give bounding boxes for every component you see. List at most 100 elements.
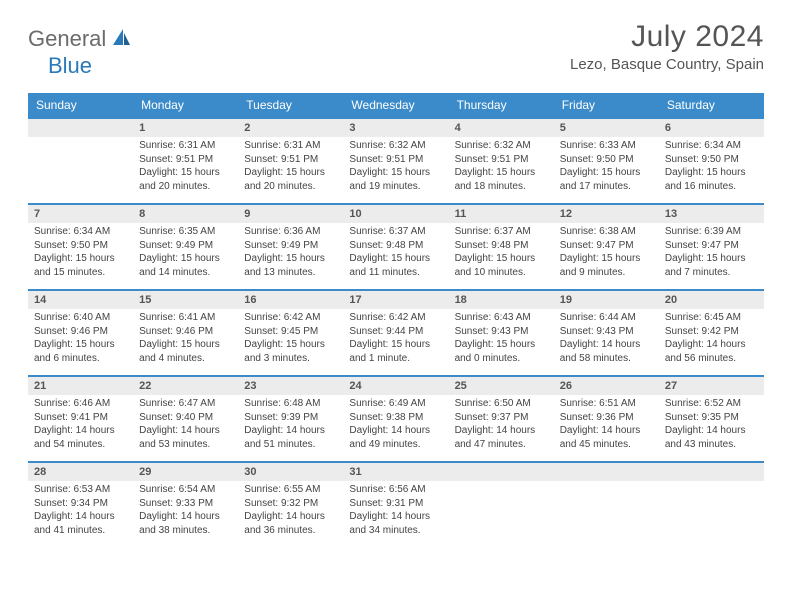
day-details: Sunrise: 6:31 AMSunset: 9:51 PMDaylight:… — [133, 137, 238, 197]
calendar-cell: 9Sunrise: 6:36 AMSunset: 9:49 PMDaylight… — [238, 204, 343, 290]
weekday-header: Tuesday — [238, 93, 343, 118]
day-details: Sunrise: 6:44 AMSunset: 9:43 PMDaylight:… — [554, 309, 659, 369]
day-number — [449, 463, 554, 481]
page-title: July 2024 — [570, 20, 764, 54]
day-details: Sunrise: 6:42 AMSunset: 9:45 PMDaylight:… — [238, 309, 343, 369]
weekday-header: Wednesday — [343, 93, 448, 118]
day-details: Sunrise: 6:32 AMSunset: 9:51 PMDaylight:… — [449, 137, 554, 197]
weekday-header-row: Sunday Monday Tuesday Wednesday Thursday… — [28, 93, 764, 118]
calendar-cell: 21Sunrise: 6:46 AMSunset: 9:41 PMDayligh… — [28, 376, 133, 462]
day-details: Sunrise: 6:47 AMSunset: 9:40 PMDaylight:… — [133, 395, 238, 455]
day-details: Sunrise: 6:42 AMSunset: 9:44 PMDaylight:… — [343, 309, 448, 369]
day-number: 20 — [659, 291, 764, 309]
day-number: 15 — [133, 291, 238, 309]
day-details: Sunrise: 6:45 AMSunset: 9:42 PMDaylight:… — [659, 309, 764, 369]
day-number — [28, 119, 133, 137]
day-number: 18 — [449, 291, 554, 309]
day-number: 2 — [238, 119, 343, 137]
day-details: Sunrise: 6:34 AMSunset: 9:50 PMDaylight:… — [28, 223, 133, 283]
day-details: Sunrise: 6:46 AMSunset: 9:41 PMDaylight:… — [28, 395, 133, 455]
day-details: Sunrise: 6:31 AMSunset: 9:51 PMDaylight:… — [238, 137, 343, 197]
calendar-cell: 8Sunrise: 6:35 AMSunset: 9:49 PMDaylight… — [133, 204, 238, 290]
day-number — [659, 463, 764, 481]
day-number: 11 — [449, 205, 554, 223]
day-details: Sunrise: 6:55 AMSunset: 9:32 PMDaylight:… — [238, 481, 343, 541]
calendar-cell: 12Sunrise: 6:38 AMSunset: 9:47 PMDayligh… — [554, 204, 659, 290]
day-number: 31 — [343, 463, 448, 481]
weekday-header: Monday — [133, 93, 238, 118]
day-number: 4 — [449, 119, 554, 137]
calendar-cell: 26Sunrise: 6:51 AMSunset: 9:36 PMDayligh… — [554, 376, 659, 462]
day-details: Sunrise: 6:52 AMSunset: 9:35 PMDaylight:… — [659, 395, 764, 455]
day-details: Sunrise: 6:43 AMSunset: 9:43 PMDaylight:… — [449, 309, 554, 369]
day-number: 25 — [449, 377, 554, 395]
calendar-cell — [659, 462, 764, 548]
calendar-cell: 22Sunrise: 6:47 AMSunset: 9:40 PMDayligh… — [133, 376, 238, 462]
day-number: 12 — [554, 205, 659, 223]
calendar-week-row: 21Sunrise: 6:46 AMSunset: 9:41 PMDayligh… — [28, 376, 764, 462]
calendar-cell: 31Sunrise: 6:56 AMSunset: 9:31 PMDayligh… — [343, 462, 448, 548]
calendar-cell: 30Sunrise: 6:55 AMSunset: 9:32 PMDayligh… — [238, 462, 343, 548]
calendar-table: Sunday Monday Tuesday Wednesday Thursday… — [28, 93, 764, 548]
day-number: 8 — [133, 205, 238, 223]
day-number: 7 — [28, 205, 133, 223]
calendar-cell: 5Sunrise: 6:33 AMSunset: 9:50 PMDaylight… — [554, 118, 659, 204]
calendar-cell: 7Sunrise: 6:34 AMSunset: 9:50 PMDaylight… — [28, 204, 133, 290]
title-block: July 2024 Lezo, Basque Country, Spain — [570, 20, 764, 73]
location-subtitle: Lezo, Basque Country, Spain — [570, 56, 764, 73]
calendar-cell: 25Sunrise: 6:50 AMSunset: 9:37 PMDayligh… — [449, 376, 554, 462]
calendar-cell: 23Sunrise: 6:48 AMSunset: 9:39 PMDayligh… — [238, 376, 343, 462]
day-details: Sunrise: 6:41 AMSunset: 9:46 PMDaylight:… — [133, 309, 238, 369]
day-number: 19 — [554, 291, 659, 309]
logo: General — [28, 26, 134, 52]
day-number — [554, 463, 659, 481]
logo-text-general: General — [28, 26, 106, 52]
calendar-cell: 16Sunrise: 6:42 AMSunset: 9:45 PMDayligh… — [238, 290, 343, 376]
calendar-cell — [28, 118, 133, 204]
day-number: 13 — [659, 205, 764, 223]
day-number: 10 — [343, 205, 448, 223]
calendar-cell: 11Sunrise: 6:37 AMSunset: 9:48 PMDayligh… — [449, 204, 554, 290]
day-details: Sunrise: 6:33 AMSunset: 9:50 PMDaylight:… — [554, 137, 659, 197]
day-details: Sunrise: 6:39 AMSunset: 9:47 PMDaylight:… — [659, 223, 764, 283]
day-number: 16 — [238, 291, 343, 309]
day-number: 21 — [28, 377, 133, 395]
calendar-cell: 27Sunrise: 6:52 AMSunset: 9:35 PMDayligh… — [659, 376, 764, 462]
day-details: Sunrise: 6:37 AMSunset: 9:48 PMDaylight:… — [449, 223, 554, 283]
day-details — [554, 481, 659, 487]
day-number: 17 — [343, 291, 448, 309]
sail-icon — [110, 27, 132, 52]
day-details — [28, 137, 133, 143]
day-number: 22 — [133, 377, 238, 395]
day-details: Sunrise: 6:34 AMSunset: 9:50 PMDaylight:… — [659, 137, 764, 197]
calendar-cell — [554, 462, 659, 548]
day-number: 29 — [133, 463, 238, 481]
calendar-cell: 17Sunrise: 6:42 AMSunset: 9:44 PMDayligh… — [343, 290, 448, 376]
calendar-cell: 4Sunrise: 6:32 AMSunset: 9:51 PMDaylight… — [449, 118, 554, 204]
day-details: Sunrise: 6:40 AMSunset: 9:46 PMDaylight:… — [28, 309, 133, 369]
day-number: 1 — [133, 119, 238, 137]
calendar-week-row: 7Sunrise: 6:34 AMSunset: 9:50 PMDaylight… — [28, 204, 764, 290]
day-number: 14 — [28, 291, 133, 309]
day-details: Sunrise: 6:49 AMSunset: 9:38 PMDaylight:… — [343, 395, 448, 455]
day-details: Sunrise: 6:37 AMSunset: 9:48 PMDaylight:… — [343, 223, 448, 283]
day-number: 5 — [554, 119, 659, 137]
weekday-header: Sunday — [28, 93, 133, 118]
calendar-cell: 2Sunrise: 6:31 AMSunset: 9:51 PMDaylight… — [238, 118, 343, 204]
day-details: Sunrise: 6:53 AMSunset: 9:34 PMDaylight:… — [28, 481, 133, 541]
day-details: Sunrise: 6:32 AMSunset: 9:51 PMDaylight:… — [343, 137, 448, 197]
weekday-header: Thursday — [449, 93, 554, 118]
calendar-cell: 6Sunrise: 6:34 AMSunset: 9:50 PMDaylight… — [659, 118, 764, 204]
calendar-cell: 19Sunrise: 6:44 AMSunset: 9:43 PMDayligh… — [554, 290, 659, 376]
day-number: 30 — [238, 463, 343, 481]
calendar-cell: 29Sunrise: 6:54 AMSunset: 9:33 PMDayligh… — [133, 462, 238, 548]
calendar-cell: 13Sunrise: 6:39 AMSunset: 9:47 PMDayligh… — [659, 204, 764, 290]
calendar-week-row: 28Sunrise: 6:53 AMSunset: 9:34 PMDayligh… — [28, 462, 764, 548]
day-details: Sunrise: 6:54 AMSunset: 9:33 PMDaylight:… — [133, 481, 238, 541]
day-number: 6 — [659, 119, 764, 137]
day-details — [659, 481, 764, 487]
day-details: Sunrise: 6:56 AMSunset: 9:31 PMDaylight:… — [343, 481, 448, 541]
calendar-cell — [449, 462, 554, 548]
day-details: Sunrise: 6:51 AMSunset: 9:36 PMDaylight:… — [554, 395, 659, 455]
day-number: 27 — [659, 377, 764, 395]
